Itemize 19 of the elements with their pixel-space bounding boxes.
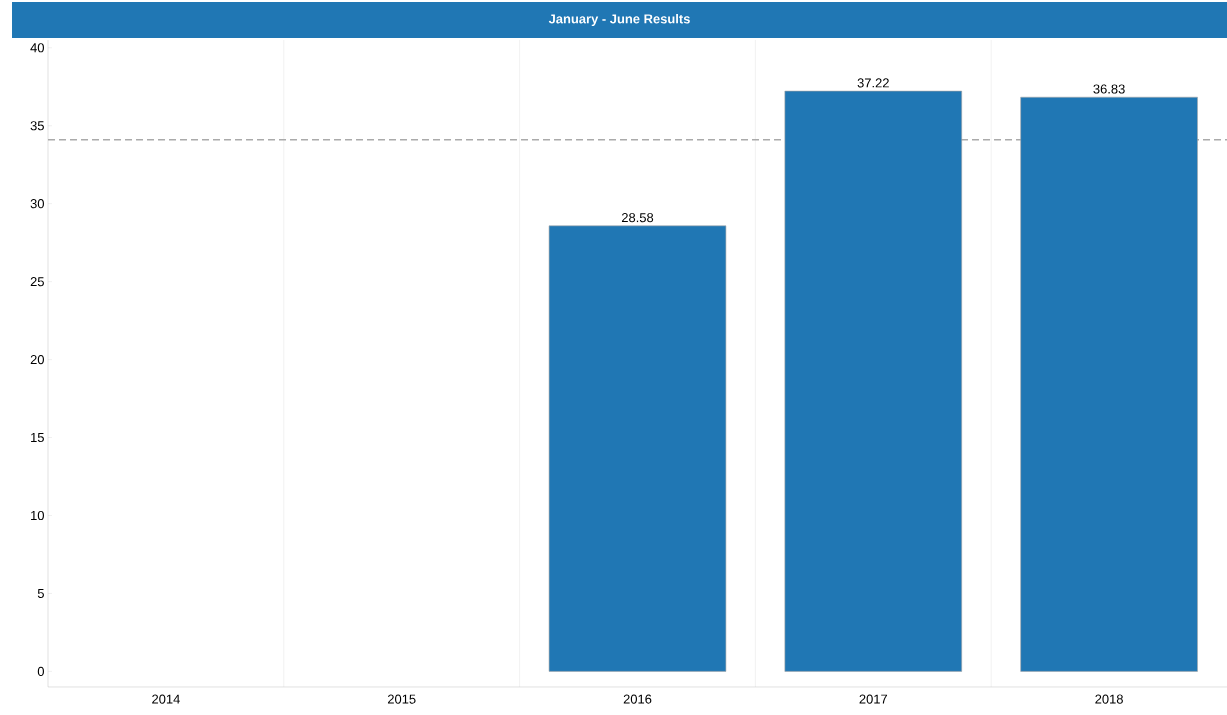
chart-title: January - June Results <box>548 13 690 27</box>
data-label: 28.58 <box>621 213 654 223</box>
y-tick-label: 30 <box>30 199 44 209</box>
data-label: 37.22 <box>857 78 889 88</box>
y-tick-label: 5 <box>37 588 44 598</box>
y-tick-label: 0 <box>37 666 44 676</box>
x-tick-label: 2016 <box>623 694 652 704</box>
x-tick-label: 2015 <box>387 694 416 704</box>
y-tick-label: 10 <box>31 510 44 521</box>
x-tick-label: 2018 <box>1095 694 1123 704</box>
x-tick-label: 2014 <box>152 694 180 704</box>
y-tick-label: 20 <box>30 355 44 365</box>
y-tick-label: 35 <box>30 121 44 131</box>
bar <box>548 225 727 672</box>
data-label: 36.83 <box>1093 84 1125 94</box>
y-tick-label: 15 <box>31 433 44 443</box>
y-tick-label: 40 <box>30 43 44 53</box>
x-tick-label: 2017 <box>859 694 888 704</box>
y-tick-label: 25 <box>30 277 44 287</box>
